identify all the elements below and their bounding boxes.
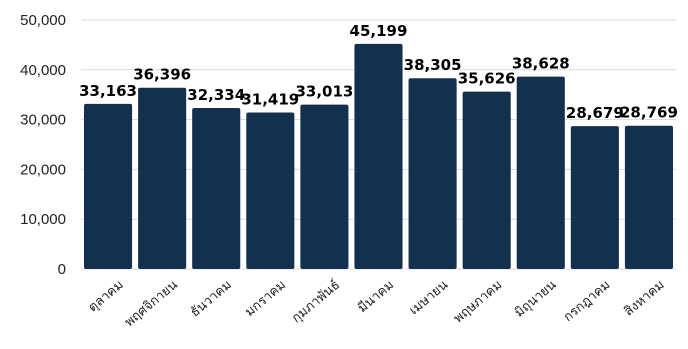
y-tick-label: 30,000 <box>20 112 66 129</box>
y-tick-label: 20,000 <box>20 161 66 178</box>
x-tick-label: ตุลาคม <box>86 278 127 316</box>
data-label: 28,769 <box>620 104 678 122</box>
x-tick-label: ธันวาคม <box>188 278 235 321</box>
data-label: 38,628 <box>512 55 570 73</box>
x-tick-label: มีนาคม <box>355 277 397 316</box>
x-tick-label: พฤศจิกายน <box>122 278 181 331</box>
data-label: 31,419 <box>241 91 299 109</box>
bar <box>192 107 241 269</box>
data-label: 35,626 <box>458 70 516 88</box>
bar <box>300 104 349 269</box>
bar <box>624 125 673 269</box>
bar <box>84 103 133 269</box>
bar <box>138 87 187 269</box>
bar <box>408 78 457 270</box>
data-label: 45,199 <box>350 22 408 40</box>
x-tick-label: กรกฎาคม <box>561 278 614 326</box>
y-tick-label: 50,000 <box>20 12 66 29</box>
bar <box>462 91 511 269</box>
y-tick-label: 0 <box>58 261 66 278</box>
bar <box>246 112 295 269</box>
y-tick-label: 10,000 <box>20 211 66 228</box>
y-axis-ticks: 0 10,000 20,000 30,000 40,000 50,000 <box>20 12 66 278</box>
bars <box>84 43 673 270</box>
data-label: 28,679 <box>566 104 624 122</box>
bar <box>354 43 403 269</box>
data-label: 32,334 <box>187 86 245 104</box>
x-tick-label: สิงหาคม <box>622 278 668 320</box>
data-label: 33,013 <box>295 83 353 101</box>
data-label: 38,305 <box>404 56 462 74</box>
x-tick-label: มิถุนายน <box>512 278 559 321</box>
x-tick-label: มกราคม <box>242 278 288 320</box>
data-label: 33,163 <box>79 82 137 100</box>
y-tick-label: 40,000 <box>20 62 66 79</box>
bar <box>516 76 565 269</box>
bar <box>570 126 619 269</box>
x-tick-label: พฤษภาคม <box>451 278 505 327</box>
x-tick-label: กุมภาพันธ์ <box>288 277 342 326</box>
data-label: 36,396 <box>133 66 191 84</box>
x-tick-label: เมษายน <box>407 278 451 319</box>
